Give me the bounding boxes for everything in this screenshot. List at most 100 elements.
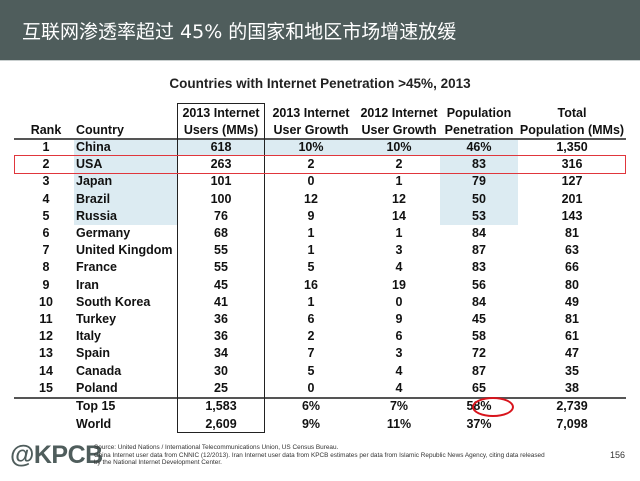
cell-growth-2013: 10%	[298, 140, 324, 154]
cell-penetration: 79	[472, 174, 486, 189]
cell-growth-2013: 9%	[301, 416, 321, 431]
cell-rank: 11	[39, 312, 53, 326]
cell-penetration: 84	[472, 294, 486, 309]
cell-penetration: 46%	[466, 140, 492, 154]
cell-country: Spain	[76, 346, 111, 361]
cell-penetration: 83	[472, 157, 486, 172]
cell-users-2013: 25	[214, 380, 228, 395]
cell-country: World	[76, 416, 112, 431]
cell-country: United Kingdom	[76, 243, 173, 258]
cell-penetration: 65	[472, 380, 486, 395]
cell-growth-2012: 1	[395, 174, 403, 189]
cell-population: 127	[561, 174, 583, 189]
cell-rank: 10	[39, 294, 53, 309]
cell-country: Russia	[76, 208, 117, 223]
cell-population: 316	[561, 157, 583, 172]
cell-users-2013: 101	[210, 174, 232, 189]
cell-users-2013: 618	[210, 140, 232, 154]
usa-row-highlight	[14, 155, 626, 174]
cell-penetration: 83	[472, 260, 486, 275]
country-shade	[74, 139, 178, 225]
header-population-line2: Population (MMs)	[519, 123, 625, 137]
header-country: Country	[76, 123, 124, 137]
cell-rank: 14	[39, 363, 53, 378]
cell-rank: 13	[39, 346, 53, 361]
header-growth13-line2: User Growth	[273, 123, 349, 137]
cell-rank: 12	[39, 329, 53, 344]
cell-population: 80	[565, 277, 579, 292]
cell-growth-2013: 0	[307, 174, 315, 189]
cell-users-2013: 76	[214, 208, 228, 223]
cell-penetration: 58	[472, 329, 486, 344]
cell-growth-2012: 19	[392, 277, 406, 292]
cell-growth-2013: 16	[304, 277, 318, 292]
cell-growth-2012: 2	[395, 157, 403, 172]
header-growth13-line1: 2013 Internet	[272, 106, 350, 120]
cell-rank: 4	[42, 191, 50, 206]
cell-population: 61	[565, 329, 579, 344]
cell-users-2013: 68	[214, 226, 228, 240]
cell-users-2013: 100	[210, 191, 232, 206]
cell-growth-2013: 1	[307, 226, 315, 240]
cell-country: Italy	[76, 329, 102, 344]
header-users-line1: 2013 Internet	[182, 106, 260, 120]
cell-users-2013: 263	[210, 157, 232, 172]
cell-penetration: 50	[472, 191, 486, 206]
cell-growth-2013: 2	[307, 157, 315, 172]
source-line-2: China Internet user data from CNNIC (12/…	[94, 451, 545, 459]
cell-growth-2013: 5	[307, 363, 315, 378]
cell-growth-2012: 9	[395, 312, 403, 326]
penetration-shade	[440, 139, 518, 225]
header-rank: Rank	[30, 123, 62, 137]
cell-country: Iran	[76, 277, 99, 292]
source-line-1: Source: United Nations / International T…	[94, 444, 339, 451]
cell-country: China	[76, 140, 111, 154]
cell-rank: 8	[42, 260, 50, 275]
source-note: Source: United Nations / International T…	[94, 444, 564, 467]
cell-rank: 9	[42, 277, 50, 292]
cell-country: Top 15	[76, 399, 116, 413]
cell-growth-2012: 11%	[386, 416, 412, 431]
cell-population: 81	[565, 312, 579, 326]
cell-users-2013: 45	[214, 277, 228, 292]
cell-rank: 6	[42, 226, 50, 240]
cell-users-2013: 55	[214, 243, 228, 258]
cell-country: Canada	[76, 363, 122, 378]
cell-growth-2012: 12	[392, 191, 406, 206]
cell-growth-2012: 4	[395, 380, 403, 395]
china-row-shade	[264, 139, 440, 156]
cell-country: USA	[76, 157, 103, 172]
cell-growth-2012: 1	[395, 226, 403, 240]
slide-header-banner: 互联网渗透率超过 45% 的国家和地区市场增速放缓	[0, 0, 640, 61]
cell-rank	[24, 416, 68, 433]
cell-growth-2012: 0	[395, 294, 403, 309]
cell-population: 201	[561, 191, 583, 206]
cell-population: 63	[565, 243, 579, 258]
cell-penetration: 87	[472, 243, 486, 258]
cell-population: 66	[565, 260, 579, 275]
cell-growth-2013: 6%	[301, 399, 321, 413]
cell-population: 2,739	[556, 399, 588, 413]
header-rule	[14, 138, 626, 140]
cell-growth-2013: 0	[307, 380, 315, 395]
cell-rank: 15	[39, 380, 53, 395]
cell-growth-2013: 6	[307, 312, 315, 326]
users-column-box	[177, 103, 265, 433]
cell-growth-2012: 3	[395, 346, 403, 361]
cell-users-2013: 55	[214, 260, 228, 275]
cell-population: 81	[565, 226, 579, 240]
cell-penetration: 87	[472, 363, 486, 378]
cell-population: 49	[565, 294, 579, 309]
page-number: 156	[610, 450, 626, 460]
cell-rank: 2	[42, 157, 50, 172]
cell-rank: 5	[42, 208, 50, 223]
cell-growth-2013: 7	[307, 346, 315, 361]
header-growth12-line2: User Growth	[361, 123, 437, 137]
cell-users-2013: 30	[214, 363, 228, 378]
cell-growth-2013: 12	[304, 191, 318, 206]
header-penetration-line1: Population	[446, 106, 512, 120]
cell-population: 1,350	[556, 140, 588, 154]
cell-country: Brazil	[76, 191, 111, 206]
cell-penetration: 56	[472, 277, 486, 292]
